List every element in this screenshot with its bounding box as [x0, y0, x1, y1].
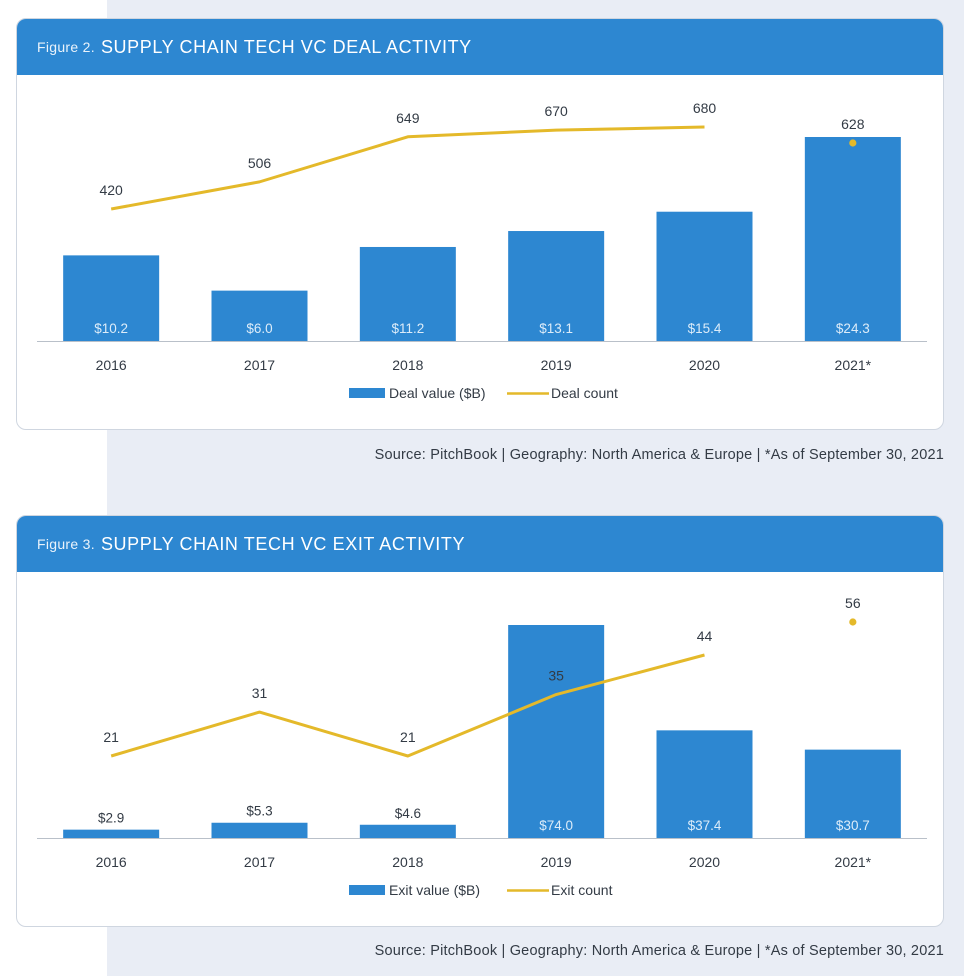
x-tick-label: 2016 [96, 854, 127, 870]
count-label: 35 [548, 668, 564, 684]
x-tick-label: 2016 [96, 357, 127, 373]
x-tick-label: 2020 [689, 854, 720, 870]
bar-value-label: $5.3 [246, 804, 272, 819]
bar-2021* [804, 137, 901, 341]
count-point-2021* [849, 618, 857, 626]
x-tick-label: 2019 [541, 357, 572, 373]
legend: Exit value ($B) Exit count [349, 882, 613, 898]
count-label: 21 [103, 729, 119, 745]
x-tick-label: 2021* [835, 357, 872, 373]
legend-bar-label: Exit value ($B) [389, 882, 480, 898]
count-label: 506 [248, 155, 272, 171]
bar-2019 [508, 231, 605, 341]
legend-bar-label: Deal value ($B) [389, 385, 486, 401]
bar-value-label: $2.9 [98, 811, 124, 826]
figure-3-label: Figure 3. [37, 536, 95, 552]
bar-2017 [211, 290, 308, 341]
bar-2019 [508, 625, 605, 838]
count-label: 649 [396, 110, 420, 126]
count-label: 680 [693, 100, 717, 116]
figure-3-source: Source: PitchBook | Geography: North Ame… [374, 943, 944, 959]
legend-line-label: Exit count [551, 882, 613, 898]
bar-2017 [211, 822, 308, 838]
legend-bar-swatch [349, 885, 385, 895]
count-label: 31 [252, 685, 268, 701]
legend: Deal value ($B) Deal count [349, 385, 618, 401]
bar-value-label: $30.7 [836, 818, 870, 833]
count-label: 628 [841, 116, 865, 132]
bar-value-label: $37.4 [688, 818, 722, 833]
count-point-2021* [849, 139, 857, 147]
bar-2020 [656, 211, 753, 341]
deal-activity-chart: $10.2 2016 $6.0 2017 $11.2 2018 $13.1 2019 $15.4… [37, 100, 927, 401]
bar-2018 [359, 824, 456, 838]
bar-value-label: $11.2 [391, 321, 424, 336]
bar-2016 [63, 829, 160, 838]
legend-line-label: Deal count [551, 385, 618, 401]
x-tick-label: 2020 [689, 357, 720, 373]
exit-activity-chart: $2.9 2016 $5.3 2017 $4.6 2018 $74.0 2019 $37.4 20… [37, 595, 927, 898]
x-tick-label: 2018 [392, 357, 423, 373]
figure-2-source: Source: PitchBook | Geography: North Ame… [374, 447, 944, 463]
bar-2020 [656, 730, 753, 838]
count-label: 44 [697, 628, 713, 644]
count-line [110, 125, 705, 211]
deal-activity-header: Figure 2. SUPPLY CHAIN TECH VC DEAL ACTI… [17, 19, 943, 75]
x-tick-label: 2019 [541, 854, 572, 870]
bar-value-label: $24.3 [836, 321, 870, 336]
bar-value-label: $13.1 [539, 321, 573, 336]
legend-bar-swatch [349, 388, 385, 398]
bar-value-label: $10.2 [94, 321, 128, 336]
bar-2016 [63, 255, 160, 341]
count-line [110, 653, 705, 758]
exit-activity-card: Figure 3. SUPPLY CHAIN TECH VC EXIT ACTI… [16, 515, 944, 927]
x-tick-label: 2017 [244, 357, 275, 373]
count-label: 420 [99, 182, 123, 198]
deal-activity-card: Figure 2. SUPPLY CHAIN TECH VC DEAL ACTI… [16, 18, 944, 430]
x-tick-label: 2017 [244, 854, 275, 870]
figure-2-title: SUPPLY CHAIN TECH VC DEAL ACTIVITY [100, 36, 472, 57]
bar-value-label: $4.6 [395, 806, 421, 821]
bar-2021* [804, 749, 901, 838]
bar-value-label: $74.0 [539, 818, 573, 833]
figure-2-label: Figure 2. [37, 39, 95, 55]
bar-2018 [359, 246, 456, 341]
bar-value-label: $15.4 [688, 321, 722, 336]
figure-3-title: SUPPLY CHAIN TECH VC EXIT ACTIVITY [100, 533, 466, 554]
x-tick-label: 2021* [835, 854, 872, 870]
bar-value-label: $6.0 [246, 321, 272, 336]
x-tick-label: 2018 [392, 854, 423, 870]
count-label: 670 [544, 103, 568, 119]
count-label: 56 [845, 595, 861, 611]
count-label: 21 [400, 729, 416, 745]
exit-activity-header: Figure 3. SUPPLY CHAIN TECH VC EXIT ACTI… [17, 516, 943, 572]
